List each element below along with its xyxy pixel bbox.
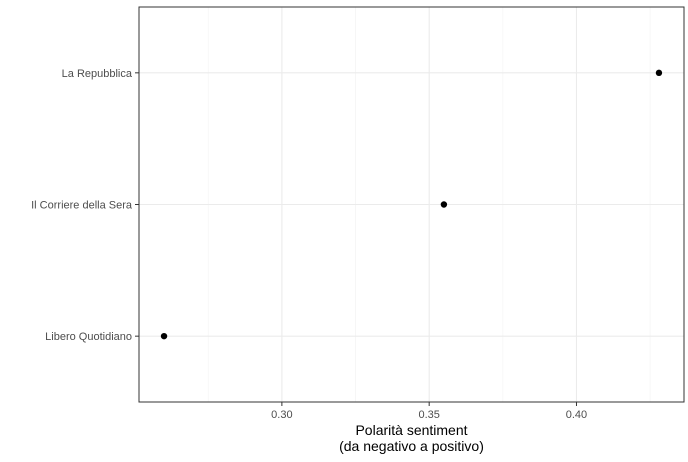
data-points [160, 69, 663, 340]
y-tick-label: Il Corriere della Sera [31, 200, 133, 212]
x-axis: 0.30 0.35 0.40 [271, 402, 587, 421]
data-point [655, 69, 663, 77]
x-axis-title-line: Polarità sentiment [355, 422, 467, 438]
x-tick-label: 0.35 [418, 409, 439, 421]
x-axis-title: Polarità sentiment (da negativo a positiv… [339, 422, 484, 454]
x-tick-label: 0.30 [271, 409, 292, 421]
x-tick-label: 0.40 [566, 409, 587, 421]
x-axis-title-line: (da negativo a positivo) [339, 438, 484, 454]
y-tick-label: La Repubblica [62, 68, 133, 80]
major-grid [139, 7, 684, 402]
y-tick-label: Libero Quotidiano [45, 331, 132, 343]
data-point [160, 332, 168, 340]
data-point [440, 201, 448, 208]
y-axis: Libero Quotidiano Il Corriere della Sera L… [31, 68, 139, 343]
